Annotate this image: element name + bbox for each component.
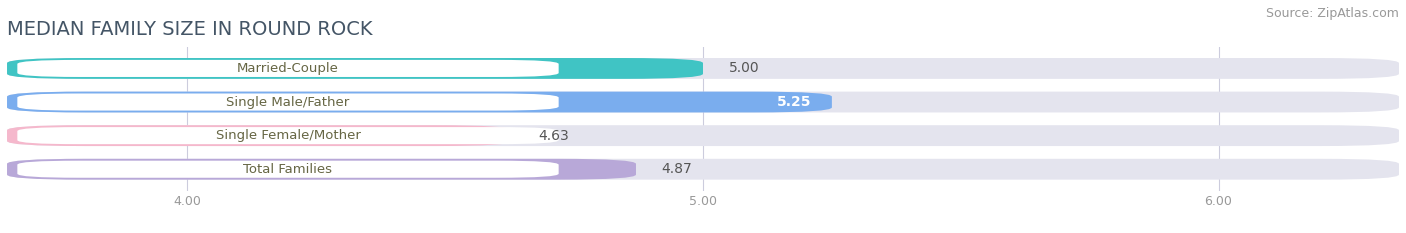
Text: MEDIAN FAMILY SIZE IN ROUND ROCK: MEDIAN FAMILY SIZE IN ROUND ROCK xyxy=(7,21,373,39)
FancyBboxPatch shape xyxy=(17,127,558,144)
FancyBboxPatch shape xyxy=(17,93,558,111)
FancyBboxPatch shape xyxy=(7,159,1399,180)
FancyBboxPatch shape xyxy=(7,92,1399,113)
Text: Married-Couple: Married-Couple xyxy=(238,62,339,75)
FancyBboxPatch shape xyxy=(7,58,703,79)
Text: 5.00: 5.00 xyxy=(728,62,759,75)
Text: Source: ZipAtlas.com: Source: ZipAtlas.com xyxy=(1265,7,1399,20)
Text: 4.87: 4.87 xyxy=(662,162,693,176)
Text: 5.25: 5.25 xyxy=(776,95,811,109)
FancyBboxPatch shape xyxy=(7,125,1399,146)
Text: 4.63: 4.63 xyxy=(538,129,569,143)
FancyBboxPatch shape xyxy=(7,58,1399,79)
FancyBboxPatch shape xyxy=(17,60,558,77)
Text: Single Female/Mother: Single Female/Mother xyxy=(215,129,360,142)
FancyBboxPatch shape xyxy=(7,125,512,146)
FancyBboxPatch shape xyxy=(7,159,636,180)
Text: Total Families: Total Families xyxy=(243,163,332,176)
Text: Single Male/Father: Single Male/Father xyxy=(226,96,350,109)
FancyBboxPatch shape xyxy=(7,92,832,113)
FancyBboxPatch shape xyxy=(17,161,558,178)
